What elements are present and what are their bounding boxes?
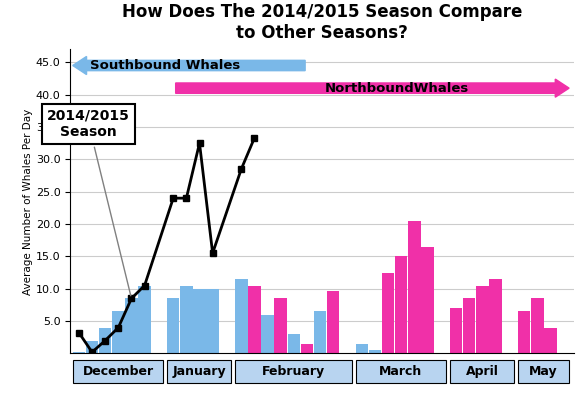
FancyBboxPatch shape	[518, 360, 569, 383]
Bar	[86, 341, 98, 353]
Bar	[314, 312, 326, 353]
Bar	[450, 308, 462, 353]
Bar	[301, 344, 313, 353]
Text: Southbound Whales: Southbound Whales	[90, 59, 240, 72]
Bar	[476, 286, 489, 353]
FancyBboxPatch shape	[167, 360, 231, 383]
Text: February: February	[262, 365, 325, 378]
Bar	[356, 344, 368, 353]
Bar	[518, 312, 530, 353]
Bar	[369, 350, 381, 353]
Bar	[421, 247, 434, 353]
Bar	[544, 328, 557, 353]
Bar	[73, 352, 85, 353]
Text: April: April	[466, 365, 499, 378]
Bar	[206, 289, 219, 353]
Bar	[531, 298, 544, 353]
Text: January: January	[172, 365, 226, 378]
Bar	[235, 279, 247, 353]
Y-axis label: Average Number of Whales Per Day: Average Number of Whales Per Day	[23, 108, 33, 295]
Text: May: May	[529, 365, 558, 378]
Bar	[261, 315, 274, 353]
Text: December: December	[83, 365, 154, 378]
Title: How Does The 2014/2015 Season Compare
to Other Seasons?: How Does The 2014/2015 Season Compare to…	[122, 3, 523, 42]
Bar	[99, 328, 111, 353]
Bar	[382, 272, 394, 353]
FancyArrow shape	[73, 56, 305, 74]
Bar	[248, 286, 261, 353]
Text: NorthboundWhales: NorthboundWhales	[325, 82, 469, 95]
Text: 2014/2015
Season: 2014/2015 Season	[47, 109, 131, 296]
FancyBboxPatch shape	[73, 360, 163, 383]
Bar	[288, 334, 300, 353]
Bar	[193, 289, 206, 353]
Bar	[327, 291, 339, 353]
Bar	[395, 256, 407, 353]
Bar	[138, 286, 151, 353]
Bar	[112, 312, 125, 353]
Bar	[489, 279, 502, 353]
Bar	[167, 298, 179, 353]
Bar	[125, 298, 138, 353]
Bar	[274, 298, 287, 353]
FancyBboxPatch shape	[235, 360, 352, 383]
FancyArrow shape	[176, 79, 569, 97]
FancyBboxPatch shape	[450, 360, 514, 383]
Bar	[463, 298, 475, 353]
Bar	[408, 221, 421, 353]
Bar	[180, 286, 193, 353]
FancyBboxPatch shape	[356, 360, 446, 383]
Text: March: March	[379, 365, 423, 378]
